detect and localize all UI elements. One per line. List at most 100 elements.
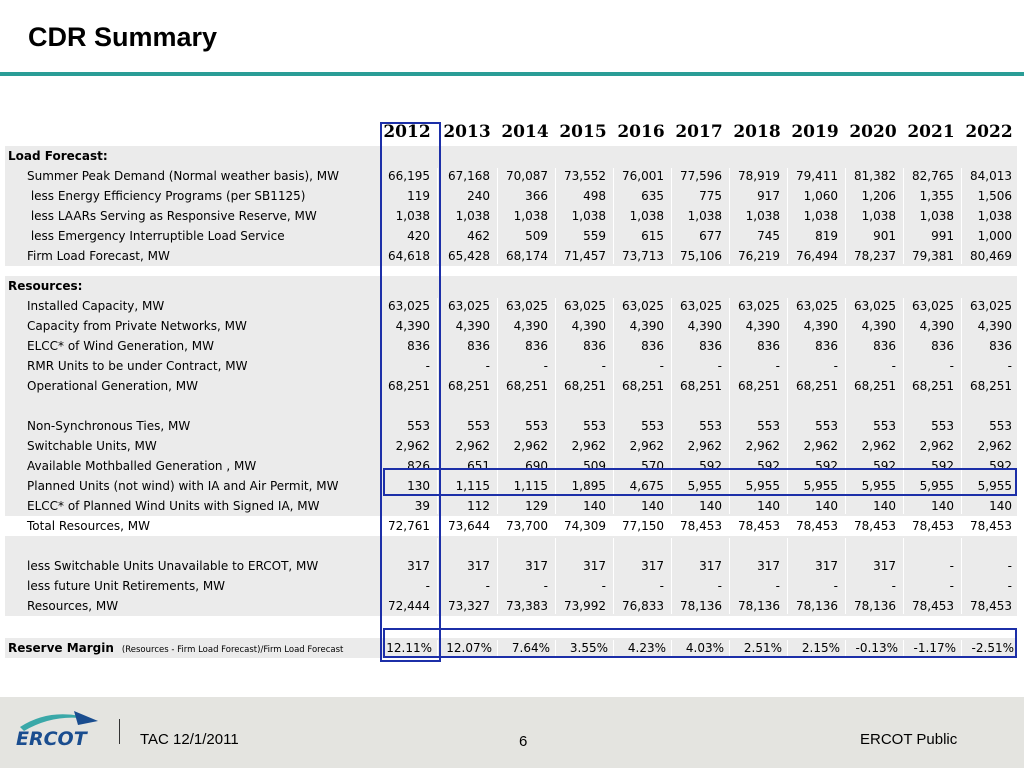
reserve-margin-title: Reserve Margin	[8, 641, 114, 655]
row-label: Firm Load Forecast, MW	[27, 249, 170, 263]
table-row: ELCC* of Planned Wind Units with Signed …	[5, 496, 1017, 516]
year-header: 2012	[383, 122, 431, 142]
table-cell: -	[659, 579, 664, 593]
row-label: ELCC* of Wind Generation, MW	[27, 339, 214, 353]
table-cell: 836	[815, 339, 838, 353]
row-label: Summer Peak Demand (Normal weather basis…	[27, 169, 339, 183]
table-cell: 240	[467, 189, 490, 203]
table-cell: 140	[873, 499, 896, 513]
table-cell: 79,381	[912, 249, 954, 263]
footer-meeting-date: TAC 12/1/2011	[140, 731, 239, 748]
table-cell: 677	[699, 229, 722, 243]
reserve-margin-cell: 4.23%	[627, 641, 666, 655]
column-separator	[437, 640, 438, 656]
column-separator	[671, 640, 672, 656]
table-row: less future Unit Retirements, MW - - - - - - - -…	[5, 576, 1017, 596]
table-cell: 2,962	[803, 439, 838, 453]
resources-block	[5, 276, 1017, 516]
row-label: less Energy Efficiency Programs (per SB1…	[27, 189, 306, 203]
table-cell: 317	[641, 559, 664, 573]
table-cell: 78,453	[854, 519, 896, 533]
table-cell: 836	[467, 339, 490, 353]
table-cell: 80,469	[970, 249, 1012, 263]
table-row: less Switchable Units Unavailable to ERC…	[5, 556, 1017, 576]
year-header: 2016	[617, 122, 665, 142]
table-cell: 559	[583, 229, 606, 243]
table-cell: 74,309	[564, 519, 606, 533]
table-cell: 78,136	[680, 599, 722, 613]
column-separator	[961, 298, 962, 514]
table-cell: 76,494	[796, 249, 838, 263]
table-cell: 63,025	[506, 299, 548, 313]
table-cell: 65,428	[448, 249, 490, 263]
table-cell: 73,700	[506, 519, 548, 533]
row-label: Resources, MW	[27, 599, 119, 613]
table-cell: 78,136	[796, 599, 838, 613]
table-cell: 68,251	[738, 379, 780, 393]
column-separator	[729, 168, 730, 264]
table-cell: 1,506	[977, 189, 1012, 203]
page-number: 6	[519, 733, 528, 750]
table-cell: 72,761	[388, 519, 430, 533]
table-cell: 4,390	[629, 319, 664, 333]
table-cell: 5,955	[977, 479, 1012, 493]
table-cell: 317	[525, 559, 548, 573]
table-cell: 5,955	[687, 479, 722, 493]
table-cell: 79,411	[796, 169, 838, 183]
table-cell: 63,025	[622, 299, 664, 313]
table-cell: 81,382	[854, 169, 896, 183]
table-cell: 366	[525, 189, 548, 203]
table-cell: 1,038	[629, 209, 664, 223]
table-cell: 553	[467, 419, 490, 433]
table-cell: 2,962	[919, 439, 954, 453]
row-label: Capacity from Private Networks, MW	[27, 319, 247, 333]
column-separator	[555, 640, 556, 656]
column-separator	[903, 538, 904, 614]
reserve-margin-row: Reserve Margin (Resources - Firm Load For…	[5, 638, 1017, 658]
column-separator	[845, 168, 846, 264]
table-cell: 901	[873, 229, 896, 243]
table-cell: -	[1007, 579, 1012, 593]
table-cell: 1,038	[571, 209, 606, 223]
table-cell: 2,962	[395, 439, 430, 453]
column-separator	[787, 298, 788, 514]
table-cell: 63,025	[912, 299, 954, 313]
row-label: Non-Synchronous Ties, MW	[27, 419, 191, 433]
table-cell: 82,765	[912, 169, 954, 183]
table-cell: 73,992	[564, 599, 606, 613]
column-separator	[671, 168, 672, 264]
highlight-2012-column	[380, 122, 441, 662]
table-cell: 75,106	[680, 249, 722, 263]
table-cell: 553	[583, 419, 606, 433]
table-cell: 1,038	[803, 209, 838, 223]
table-cell: 1,038	[745, 209, 780, 223]
table-cell: -	[601, 359, 606, 373]
highlight-reserve-margin-row	[383, 628, 1017, 658]
table-row: Installed Capacity, MW 63,025 63,025 63,025…	[5, 296, 1017, 316]
table-cell: 553	[757, 419, 780, 433]
row-label: Planned Units (not wind) with IA and Air…	[27, 479, 339, 493]
highlight-planned-units-row	[383, 468, 1017, 496]
row-label: ELCC* of Planned Wind Units with Signed …	[27, 499, 320, 513]
table-cell: 4,390	[861, 319, 896, 333]
column-separator	[671, 538, 672, 614]
year-header: 2017	[675, 122, 723, 142]
table-cell: 72,444	[388, 599, 430, 613]
table-cell: 68,251	[970, 379, 1012, 393]
table-row: RMR Units to be under Contract, MW - - - - - -…	[5, 356, 1017, 376]
table-cell: -	[485, 359, 490, 373]
column-separator	[787, 168, 788, 264]
row-label: less Emergency Interruptible Load Servic…	[27, 229, 285, 243]
table-cell: 39	[414, 499, 430, 513]
table-row: less LAARs Serving as Responsive Reserve…	[5, 206, 1017, 226]
table-cell: 77,150	[622, 519, 664, 533]
table-cell: 78,136	[854, 599, 896, 613]
table-row: less Emergency Interruptible Load Servic…	[5, 226, 1017, 246]
column-separator	[613, 538, 614, 614]
table-row: Resources, MW 72,444 73,327 73,383 73,992 76,…	[5, 596, 1017, 616]
year-header: 2021	[907, 122, 955, 142]
load-forecast-block	[5, 146, 1017, 266]
column-separator	[671, 298, 672, 514]
table-cell: -	[833, 579, 838, 593]
table-cell: 112	[467, 499, 490, 513]
